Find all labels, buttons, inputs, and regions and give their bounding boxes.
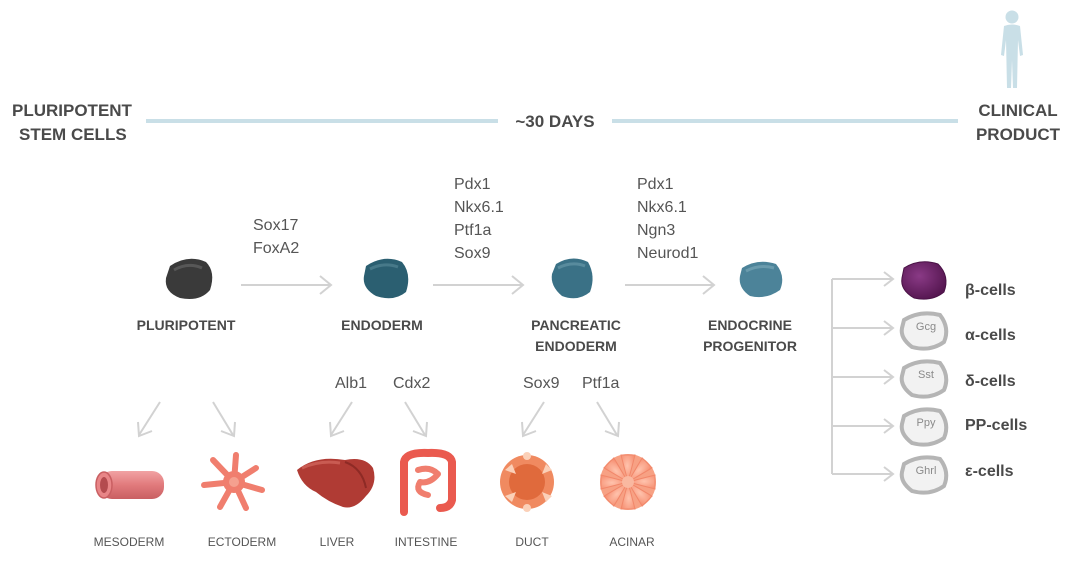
marker-line: Nkx6.1	[637, 199, 687, 216]
marker-line: Pdx1	[637, 176, 674, 193]
marker-line: Pdx1	[454, 176, 491, 193]
cell-pancreatic-endoderm	[551, 258, 593, 299]
stage-label-endoderm: ENDODERM	[312, 315, 452, 336]
branch-marker-cdx2: Cdx2	[393, 375, 431, 392]
timeline-label: ~30 DAYS	[515, 112, 595, 131]
hormone-label-ppy: Ppy	[916, 417, 936, 429]
stage-label-line: PROGENITOR	[703, 338, 797, 354]
timeline-bar-left	[146, 119, 498, 123]
tissue-label-ectoderm: ECTODERM	[207, 535, 277, 549]
stage-label-pluripotent: PLURIPOTENT	[116, 315, 256, 336]
stage-arrows	[241, 275, 716, 295]
fate-label-pp: PP-cells	[965, 417, 1028, 434]
hormone-label-sst: Sst	[918, 369, 934, 381]
tissue-label-acinar: ACINAR	[609, 535, 655, 549]
person-icon	[1001, 10, 1023, 88]
marker-line: Ptf1a	[454, 222, 492, 239]
duct-icon	[500, 452, 554, 512]
fate-label-alpha: α-cells	[965, 327, 1016, 344]
tissue-label-duct: DUCT	[515, 535, 549, 549]
hormone-label-ghrl: Ghrl	[915, 465, 937, 477]
timeline-bar-right	[612, 119, 958, 123]
markers-endocrine: Pdx1 Nkx6.1 Ngn3 Neurod1	[637, 173, 698, 265]
cell-endoderm	[363, 258, 409, 299]
stage-label-line: PANCREATIC	[531, 317, 621, 333]
header-left-line2: STEM CELLS	[19, 125, 127, 144]
epsilon-cell-icon	[899, 455, 949, 495]
delta-cell-icon	[899, 359, 949, 399]
marker-line: Neurod1	[637, 245, 699, 262]
beta-cell-icon	[901, 261, 947, 300]
fate-label-epsilon: ε-cells	[965, 463, 1014, 480]
fate-label-delta: δ-cells	[965, 373, 1016, 390]
header-right-line2: PRODUCT	[975, 125, 1061, 144]
acinar-icon	[600, 454, 656, 510]
stage-label-endocrine: ENDOCRINE PROGENITOR	[680, 315, 820, 357]
marker-line: Ngn3	[637, 222, 676, 239]
intestine-icon	[400, 448, 456, 516]
marker-line: Nkx6.1	[454, 199, 504, 216]
header-right-line1: CLINICAL	[978, 101, 1058, 120]
branch-marker-ptf1a: Ptf1a	[582, 375, 620, 392]
stage-label-line: ENDOCRINE	[707, 317, 792, 333]
hormone-label-gcg: Gcg	[915, 321, 937, 333]
branch-marker-sox9: Sox9	[523, 375, 560, 392]
marker-line: FoxA2	[253, 240, 300, 257]
alpha-cell-icon	[899, 311, 949, 351]
marker-line: Sox9	[454, 245, 491, 262]
stage-label-line: ENDODERM	[341, 317, 423, 333]
fate-label-beta: β-cells	[965, 282, 1016, 299]
branch-marker-alb1: Alb1	[335, 375, 368, 392]
tissue-label-liver: LIVER	[319, 535, 355, 549]
fate-bracket	[831, 271, 895, 482]
tissue-label-intestine: INTESTINE	[394, 535, 458, 549]
tissue-label-mesoderm: MESODERM	[93, 535, 165, 549]
marker-line: Sox17	[253, 217, 299, 234]
vessel-icon	[95, 471, 164, 499]
stage-label-line: ENDODERM	[535, 338, 617, 354]
header-left-line1: PLURIPOTENT	[12, 101, 132, 120]
neuron-icon	[201, 452, 265, 511]
pp-cell-icon	[899, 407, 949, 447]
cell-endocrine-progenitor	[739, 261, 783, 298]
stage-label-pancreatic: PANCREATIC ENDODERM	[506, 315, 646, 357]
liver-icon	[297, 458, 375, 508]
stage-label-line: PLURIPOTENT	[136, 317, 236, 333]
cell-pluripotent	[165, 258, 213, 299]
markers-endoderm: Sox17 FoxA2	[253, 214, 299, 260]
markers-pancreatic: Pdx1 Nkx6.1 Ptf1a Sox9	[454, 173, 504, 265]
header-right: CLINICAL PRODUCT	[963, 99, 1073, 147]
header-left: PLURIPOTENT STEM CELLS	[12, 99, 132, 147]
branch-arrows	[137, 401, 620, 438]
